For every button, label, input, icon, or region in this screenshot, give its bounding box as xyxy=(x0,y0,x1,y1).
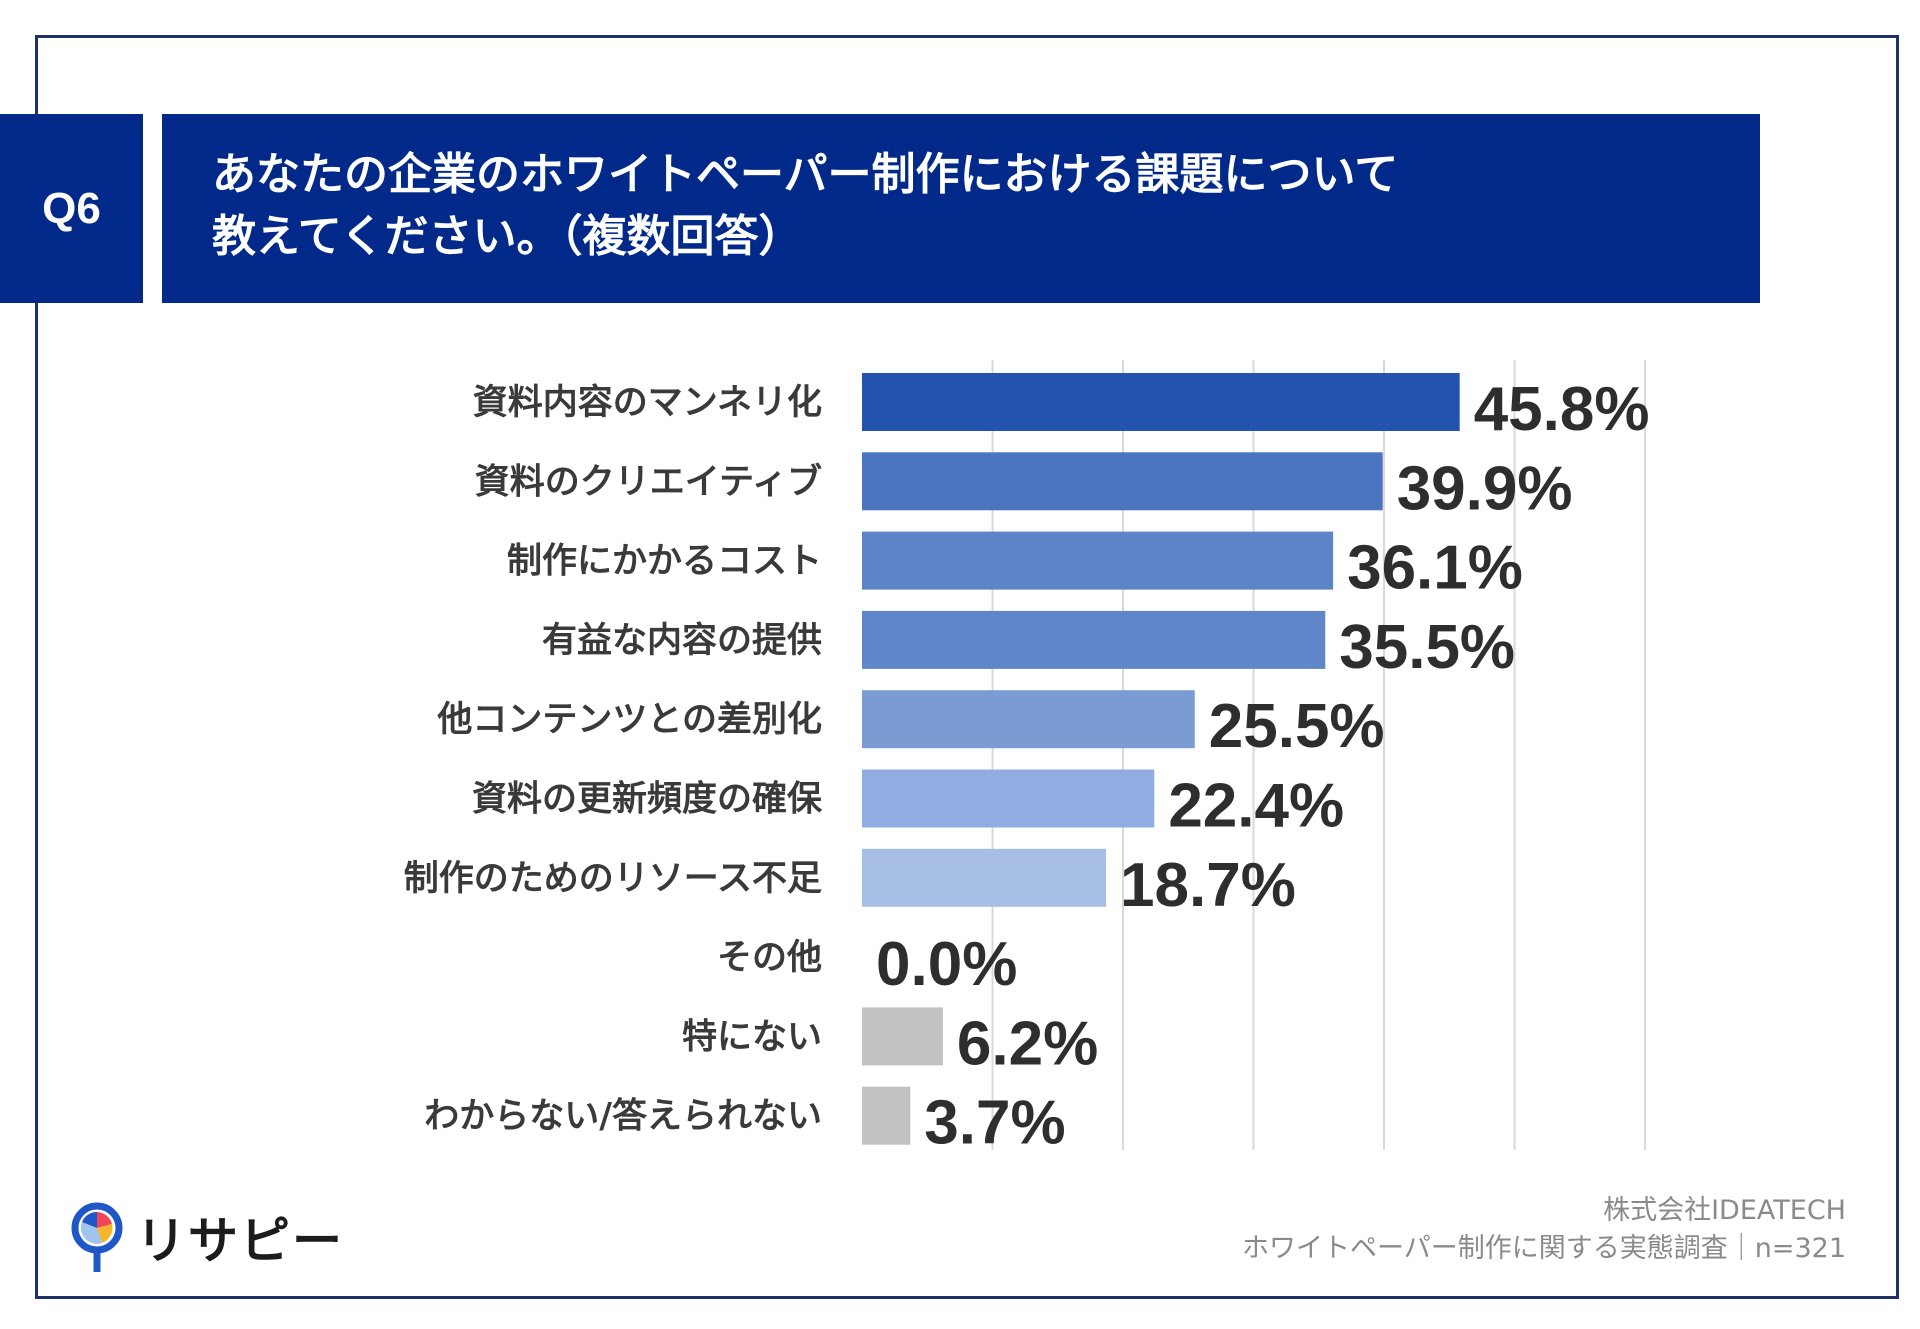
bar xyxy=(862,1086,911,1145)
value-label: 3.7% xyxy=(924,1089,1065,1158)
value-label: 35.5% xyxy=(1339,613,1515,682)
value-label: 0.0% xyxy=(876,930,1017,999)
category-label: 資料のクリエイティブ xyxy=(475,461,822,502)
value-label: 18.7% xyxy=(1120,851,1296,920)
brand-name: リサピー xyxy=(136,1212,344,1270)
bar xyxy=(862,531,1334,590)
category-label: その他 xyxy=(717,938,822,978)
company-name: 株式会社IDEATECH xyxy=(1603,1195,1846,1226)
category-label: 制作のためのリソース不足 xyxy=(404,859,822,899)
bar xyxy=(862,1007,943,1066)
bar xyxy=(862,769,1155,828)
category-label: 制作にかかるコスト xyxy=(507,542,822,582)
value-label: 22.4% xyxy=(1168,772,1344,841)
category-label: 資料内容のマンネリ化 xyxy=(473,383,822,423)
value-label: 25.5% xyxy=(1209,692,1385,761)
outer-frame xyxy=(35,35,1899,1299)
value-label: 6.2% xyxy=(957,1009,1098,1078)
bar xyxy=(862,610,1326,669)
value-label: 39.9% xyxy=(1397,454,1573,523)
question-number: Q6 xyxy=(42,183,101,233)
source-note: 株式会社IDEATECH ホワイトペーパー制作に関する実態調査｜n=321 xyxy=(1242,1192,1846,1268)
value-label: 36.1% xyxy=(1347,534,1523,603)
bar xyxy=(862,373,1460,431)
question-title-line-1: あなたの企業のホワイトペーパー制作における課題について xyxy=(212,149,1399,200)
bar xyxy=(862,690,1195,749)
category-label: わからない/答えられない xyxy=(424,1097,822,1137)
survey-info: ホワイトペーパー制作に関する実態調査｜n=321 xyxy=(1242,1233,1846,1264)
category-label: 資料の更新頻度の確保 xyxy=(472,780,823,820)
brand-logo: リサピー xyxy=(68,1200,344,1274)
bar xyxy=(862,452,1383,511)
category-label: 有益な内容の提供 xyxy=(542,621,822,661)
value-label: 45.8% xyxy=(1474,375,1650,444)
question-title-line-2: 教えてください。（複数回答） xyxy=(212,211,803,262)
category-label: 特にない xyxy=(682,1017,822,1057)
bar xyxy=(862,848,1107,907)
category-label: 他コンテンツとの差別化 xyxy=(436,700,822,740)
magnifier-pie-icon xyxy=(68,1200,126,1274)
question-title-box: あなたの企業のホワイトペーパー制作における課題について 教えてください。（複数回… xyxy=(162,114,1760,303)
question-number-badge: Q6 xyxy=(0,114,143,303)
